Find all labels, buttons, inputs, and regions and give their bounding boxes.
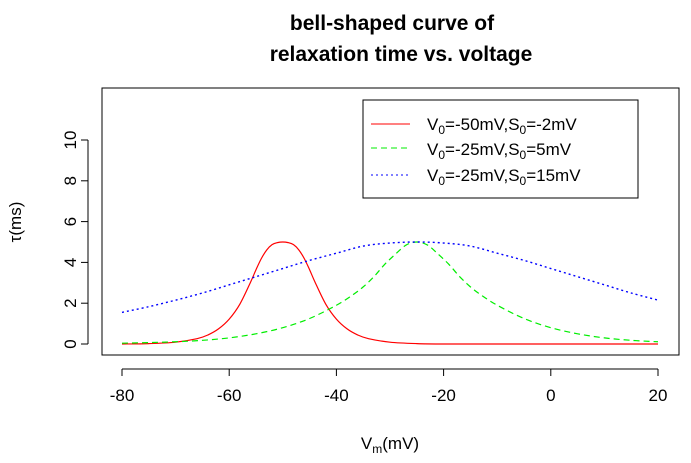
y-axis-title: τ(ms): [6, 202, 25, 243]
x-tick-label: -80: [110, 386, 135, 405]
y-tick-label: 0: [61, 339, 80, 348]
y-tick-label: 6: [61, 217, 80, 226]
x-tick-label: -20: [431, 386, 456, 405]
plot-area-box: [101, 87, 680, 356]
chart-title-line-2: relaxation time vs. voltage: [270, 43, 533, 66]
series-group: [121, 241, 659, 345]
x-tick-label: -40: [324, 386, 349, 405]
legend-label-series-1: V0=-50mV,S0=-2mV: [427, 115, 577, 137]
x-tick-label: 0: [546, 386, 555, 405]
chart-title-line-1: bell-shaped curve of: [290, 12, 495, 35]
x-tick-label: -60: [217, 386, 242, 405]
series-line-1: [121, 241, 658, 345]
legend-label-series-3: V0=-25mV,S0=15mV: [427, 166, 581, 188]
x-tick-label: 20: [649, 386, 668, 405]
y-tick-label: 4: [61, 258, 80, 267]
x-axis: -80 -60 -40 -20 0 20: [110, 368, 668, 405]
series-line-2: [121, 241, 659, 344]
series-line-3: [121, 241, 659, 314]
y-axis: 0 2 4 6 8 10: [61, 131, 89, 349]
legend-box: [362, 99, 639, 199]
legend: V0=-50mV,S0=-2mV V0=-25mV,S0=5mV V0=-25m…: [362, 99, 639, 199]
legend-label-series-2: V0=-25mV,S0=5mV: [427, 140, 572, 162]
y-tick-label: 10: [61, 131, 80, 150]
y-tick-label: 2: [61, 298, 80, 307]
y-tick-label: 8: [61, 176, 80, 185]
x-axis-title: Vm(mV): [361, 434, 419, 456]
